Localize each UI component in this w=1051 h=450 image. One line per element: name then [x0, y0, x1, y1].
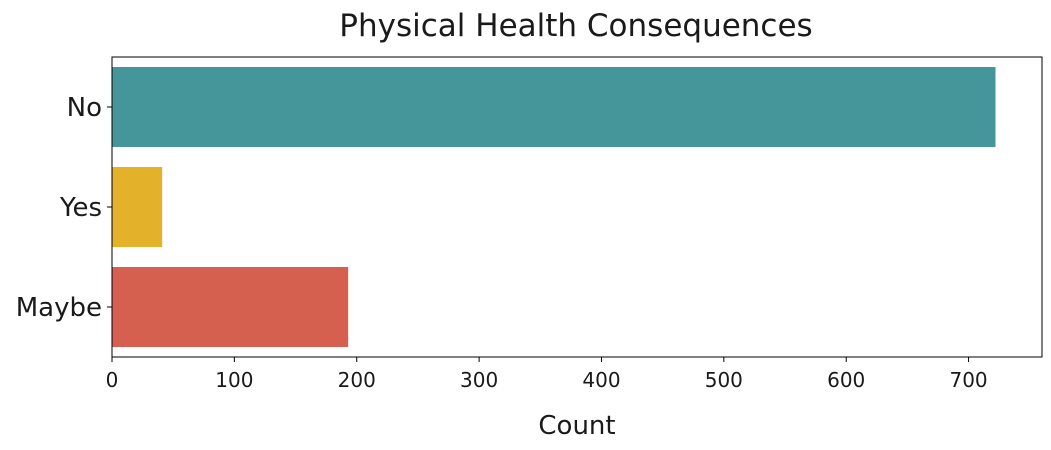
x-axis: 0 100 200 300 400 500 600 700	[106, 357, 988, 392]
x-axis-label: Count	[538, 411, 615, 441]
y-tick-label-maybe: Maybe	[16, 293, 102, 323]
x-tick-label-500: 500	[705, 368, 743, 392]
x-tick-label-300: 300	[460, 368, 498, 392]
plot-frame	[111, 56, 1043, 358]
x-tick-label-700: 700	[949, 368, 987, 392]
y-tick-label-yes: Yes	[59, 193, 102, 223]
bar-yes	[112, 167, 163, 247]
x-tick-label-0: 0	[106, 368, 119, 392]
x-tick-label-200: 200	[338, 368, 376, 392]
chart-title: Physical Health Consequences	[339, 8, 812, 44]
y-tick-label-no: No	[67, 93, 102, 123]
x-tick-label-100: 100	[215, 368, 253, 392]
x-tick-label-600: 600	[827, 368, 865, 392]
bars-group	[112, 67, 996, 347]
bar-no	[112, 67, 996, 147]
bar-maybe	[112, 267, 349, 347]
x-tick-label-400: 400	[582, 368, 620, 392]
y-axis: No Yes Maybe	[16, 93, 112, 323]
